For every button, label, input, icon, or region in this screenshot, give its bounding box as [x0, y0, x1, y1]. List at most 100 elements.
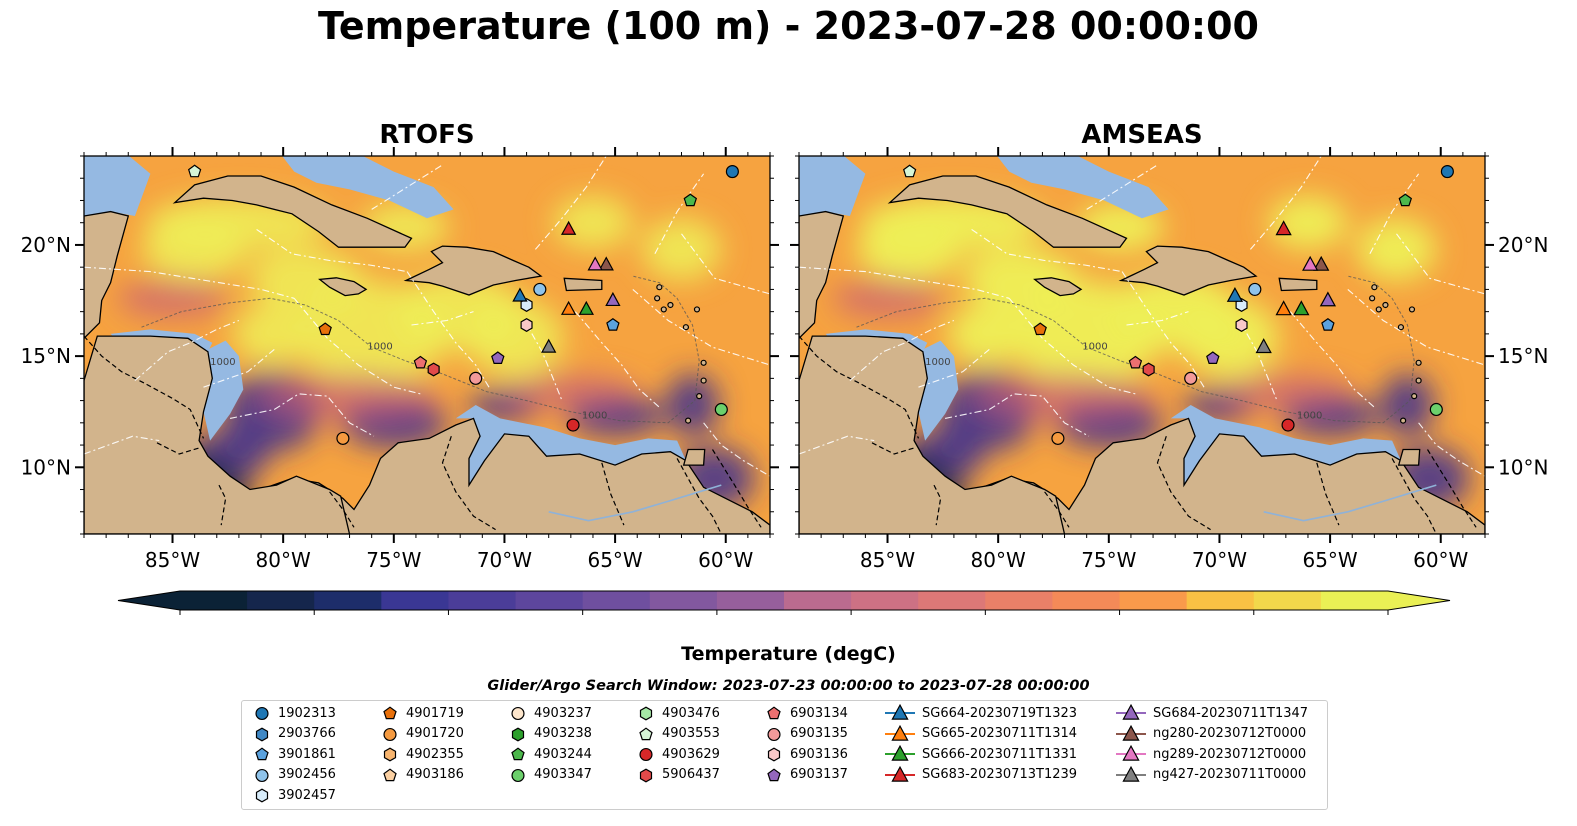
- colorbar-segment: [851, 591, 919, 610]
- country-borders: [799, 335, 1477, 534]
- legend-item: 6903137: [764, 765, 848, 785]
- platform-marker-SG684-20230711T1347: [1319, 291, 1337, 307]
- platform-marker-SG665-20230711T1314: [1275, 300, 1292, 316]
- platform-marker-SG684-20230711T1347: [605, 291, 621, 307]
- lon-tick-label: 80°W: [971, 548, 1026, 572]
- colorbar-tick-label: 22: [705, 619, 728, 620]
- lat-tick-label: 15°N: [1498, 344, 1548, 368]
- platform-marker-ng289-20230712T0000: [587, 256, 603, 271]
- triangle-marker-icon: [1116, 765, 1146, 782]
- legend-label: 4903244: [534, 746, 592, 762]
- legend-label: 4903237: [534, 705, 592, 721]
- lat-tick-label: 15°N: [21, 344, 71, 368]
- colorbar-segment: [314, 591, 382, 610]
- legend-label: 4903238: [534, 726, 592, 741]
- platform-marker-6903136: [520, 318, 533, 332]
- platform-marker-4903237: [299, 128, 311, 140]
- colorbar: 18 19 20 21 22 23 24 25 26 27: [117, 590, 1451, 620]
- legend-label: 6903135: [790, 726, 848, 741]
- legend-label: SG684-20230711T1347: [1153, 705, 1309, 721]
- legend-item: SG666-20230711T1331: [884, 744, 1077, 764]
- legend-item: 4902355: [380, 744, 464, 764]
- depth-contour-label: 1000: [1082, 341, 1107, 352]
- colorbar-segment: [180, 591, 248, 610]
- platform-marker-1902313: [725, 165, 739, 179]
- platform-marker-3902456: [533, 282, 547, 296]
- map-panel-rtofs: 1000 1000 1000 85°W 80°W 75°W 70°W 65°W 60°W 20°N…: [21, 128, 779, 572]
- legend-label: SG666-20230711T1331: [922, 746, 1078, 762]
- pentagon-marker-icon: [255, 747, 269, 761]
- platform-marker-6903137: [491, 351, 505, 364]
- platform-markers: [902, 128, 1454, 445]
- lat-tick-label: 10°N: [1498, 455, 1548, 479]
- legend-label: 6903137: [790, 767, 848, 782]
- pentagon-marker-icon: [383, 706, 397, 720]
- colorbar-tick-label: 27: [1377, 619, 1400, 620]
- circle-marker-icon: [255, 706, 269, 721]
- colorbar-title: Temperature (degC): [681, 643, 896, 665]
- platform-marker-4903238: [1070, 128, 1081, 141]
- hexagon-marker-icon: [639, 706, 653, 721]
- platform-marker-6903134: [1128, 355, 1143, 369]
- legend-item: 6903135: [764, 724, 848, 744]
- lon-tick-label: 70°W: [477, 548, 532, 572]
- hexagon-marker-icon: [767, 747, 781, 762]
- legend-label: 4903553: [662, 726, 720, 741]
- platform-marker-4903347: [714, 402, 728, 417]
- legend-item: 4903629: [636, 744, 720, 764]
- lon-tick-label: 75°W: [1081, 548, 1136, 572]
- lat-tick-label: 20°N: [1498, 233, 1548, 257]
- triangle-marker-icon: [1116, 745, 1146, 761]
- eez-boundaries: [799, 156, 1485, 477]
- hexagon-marker-icon: [383, 747, 397, 762]
- legend-item: ng427-20230711T0000: [1115, 765, 1306, 785]
- platform-marker-4903553: [187, 164, 202, 178]
- circle-marker-icon: [511, 706, 525, 721]
- legend-item: 6903134: [764, 703, 848, 723]
- colorbar-segment: [582, 591, 651, 610]
- platform-marker-3901861: [606, 317, 620, 331]
- platform-marker-3902457: [520, 298, 533, 312]
- legend-item: 4903237: [508, 703, 592, 723]
- platform-marker-4903186: [1435, 128, 1447, 139]
- legend-label: ng289-20230712T0000: [1153, 746, 1307, 762]
- pentagon-marker-icon: [767, 706, 781, 720]
- lon-tick-label: 75°W: [366, 548, 421, 572]
- platform-marker-6903135: [469, 371, 483, 385]
- legend-item: ng280-20230712T0000: [1115, 724, 1306, 744]
- platform-marker-3901861: [1321, 317, 1335, 331]
- depth-contour-label: 1000: [367, 341, 392, 352]
- colorbar-tick-label: 18: [169, 619, 192, 620]
- legend-label: SG683-20230713T1239: [922, 767, 1078, 782]
- pentagon-marker-icon: [511, 747, 525, 761]
- lon-tick-label: 70°W: [1192, 548, 1247, 572]
- colorbar-segment: [515, 591, 584, 610]
- colorbar-extend-high: [1388, 591, 1450, 610]
- platform-marker-ng280-20230712T0000: [598, 256, 614, 271]
- colorbar-segment: [1119, 591, 1188, 610]
- depth-contour: [856, 275, 1415, 424]
- lon-tick-label: 85°W: [145, 548, 200, 572]
- platform-marker-5906437: [427, 362, 440, 377]
- circle-marker-icon: [383, 727, 397, 741]
- colorbar-tick-label: 23: [840, 619, 863, 620]
- colorbar-segment: [1253, 591, 1322, 610]
- platform-marker-2903766: [134, 141, 145, 154]
- triangle-marker-icon: [1116, 704, 1146, 720]
- triangle-marker-icon: [1116, 724, 1146, 741]
- eez-boundaries: [84, 156, 770, 477]
- platform-marker-6903137: [1206, 351, 1220, 364]
- legend-item: SG683-20230713T1239: [884, 765, 1077, 785]
- lat-tick-label: 10°N: [21, 455, 71, 479]
- platform-marker-SG683-20230713T1239: [1275, 220, 1292, 236]
- map-panel-amseas: 1000 1000 1000 85°W 80°W 75°W 70°W 65°W 60°W 20°N…: [790, 128, 1548, 572]
- triangle-marker-icon: [885, 765, 915, 782]
- lon-tick-label: 60°W: [698, 548, 753, 572]
- legend-label: 4902355: [406, 746, 464, 762]
- lon-tick-label: 85°W: [860, 548, 915, 572]
- river: [1263, 484, 1437, 522]
- legend-item: 4903238: [508, 724, 592, 744]
- colorbar-segment: [448, 591, 517, 610]
- pentagon-marker-icon: [767, 767, 781, 781]
- legend-item: 4903553: [636, 724, 720, 744]
